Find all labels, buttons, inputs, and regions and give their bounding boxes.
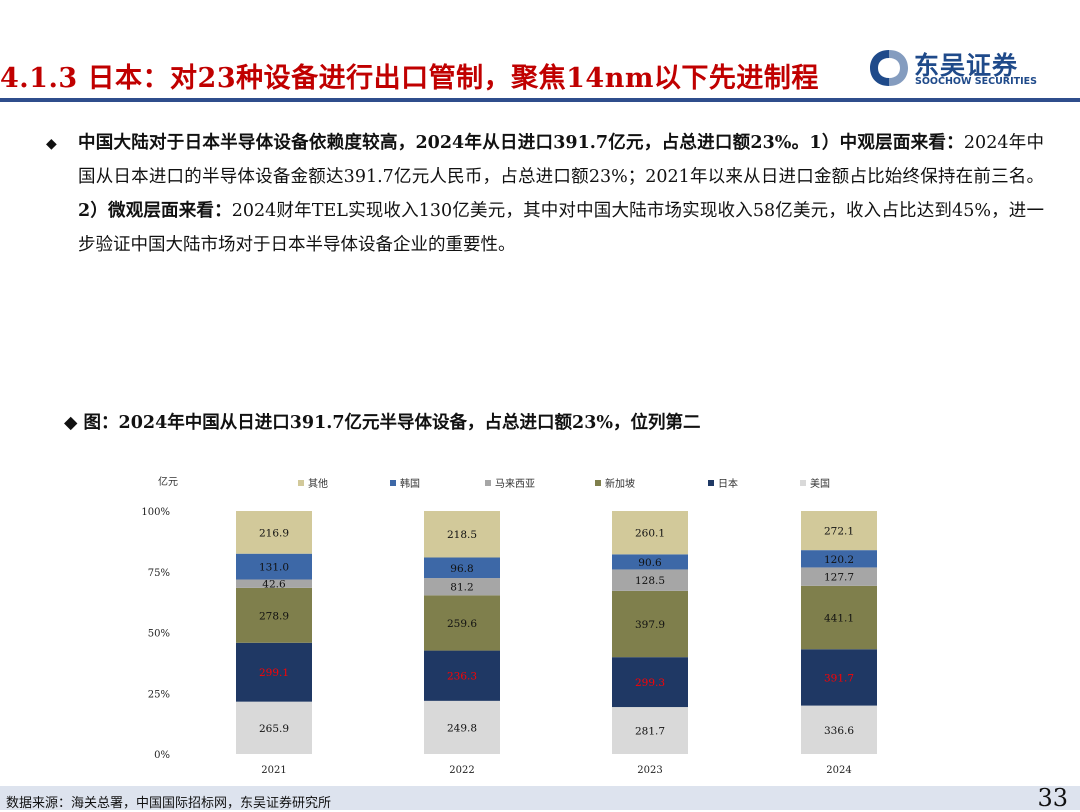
bullet-p2-text: 2024财年TEL实现收入130亿美元，其中对中国大陆市场实现收入58亿美元，收… <box>78 201 1044 255</box>
page-number: 33 <box>1037 784 1068 812</box>
page-title: 4.1.3 日本：对23种设备进行出口管制，聚焦14nm以下先进制程 <box>0 63 819 94</box>
y-tick-label: 0% <box>154 750 170 761</box>
data-label: 299.3 <box>635 677 665 689</box>
bar-segment <box>801 550 877 568</box>
bar-segment <box>801 649 877 706</box>
data-label: 259.6 <box>447 618 477 630</box>
y-tick-label: 50% <box>148 629 170 640</box>
bar-segment <box>236 579 312 588</box>
data-label: 216.9 <box>259 527 289 539</box>
x-tick-label: 2024 <box>826 765 851 776</box>
unit-label: 亿元 <box>158 475 178 488</box>
header-rule <box>0 98 1080 102</box>
stacked-bar-chart: 亿元 其他 韩国 马来西亚 新加坡 日本 美国 0% 25% 50% 75% 100% 265.9 299… <box>141 475 877 776</box>
bar-segment <box>612 707 688 754</box>
bullet-p2-head: 2）微观层面来看： <box>78 201 232 221</box>
data-label: 265.9 <box>259 723 289 735</box>
bar-segment <box>612 511 688 555</box>
data-label: 260.1 <box>635 528 665 540</box>
bar-segment <box>424 557 500 579</box>
bar-segment <box>801 567 877 586</box>
figure-caption: ◆ 图：2024年中国从日进口391.7亿元半导体设备，占总进口额23%，位列第… <box>64 413 701 433</box>
x-tick-label: 2023 <box>637 765 662 776</box>
data-label: 249.8 <box>447 722 477 734</box>
footer-band <box>0 786 1080 810</box>
data-label: 127.7 <box>824 572 854 584</box>
soochow-logo-icon <box>870 50 908 86</box>
data-label: 96.8 <box>450 563 473 575</box>
bar-segment <box>236 642 312 702</box>
bar-segment <box>424 578 500 596</box>
bar-segment <box>801 511 877 551</box>
legend-label-3: 新加坡 <box>605 477 635 490</box>
y-tick-label: 75% <box>148 568 170 579</box>
bullet-p1-text: 2024年中国从日本进口的半导体设备金额达391.7亿元人民币，占总进口额23%… <box>78 133 1044 187</box>
bar-segment <box>236 511 312 554</box>
bar-segment <box>236 553 312 580</box>
legend-swatch-2 <box>485 480 491 486</box>
legend-swatch-0 <box>298 480 304 486</box>
logo: 东吴证券 SOOCHOW SECURITIES <box>868 46 1038 92</box>
bar-segment <box>424 511 500 558</box>
bar-segment <box>236 587 312 643</box>
data-label: 441.1 <box>824 613 854 625</box>
logo-text-en: SOOCHOW SECURITIES <box>915 76 1037 87</box>
legend-swatch-1 <box>390 480 396 486</box>
data-label: 397.9 <box>635 619 665 631</box>
legend-swatch-5 <box>800 480 806 486</box>
data-label: 391.7 <box>824 672 854 684</box>
bar-segment <box>612 657 688 708</box>
bar-segment <box>424 595 500 651</box>
diamond-bullet-icon: ◆ <box>46 136 57 152</box>
legend-label-5: 美国 <box>810 477 830 490</box>
data-label: 272.1 <box>824 526 854 538</box>
bar-segment <box>424 650 500 701</box>
y-tick-label: 100% <box>141 507 170 518</box>
bullet-p1-head: 1）中观层面来看： <box>809 133 964 153</box>
data-label: 278.9 <box>259 610 289 622</box>
data-label: 131.0 <box>259 562 289 574</box>
data-label: 336.6 <box>824 725 854 737</box>
legend-label-4: 日本 <box>718 477 738 490</box>
data-label: 81.2 <box>450 582 473 594</box>
data-label: 218.5 <box>447 529 477 541</box>
bar-segment <box>801 585 877 650</box>
source-note: 数据来源：海关总署，中国国际招标网，东吴证券研究所 <box>6 796 332 811</box>
data-label: 299.1 <box>259 667 289 679</box>
x-tick-label: 2021 <box>261 765 286 776</box>
y-tick-label: 25% <box>148 689 170 700</box>
legend-swatch-3 <box>595 480 601 486</box>
data-label: 236.3 <box>447 671 477 683</box>
bar-segment <box>236 701 312 754</box>
bar-segment <box>612 554 688 570</box>
data-label: 281.7 <box>635 726 665 738</box>
data-label: 120.2 <box>824 554 854 566</box>
logo-text-cn: 东吴证券 <box>914 51 1019 80</box>
bar-segment <box>612 590 688 658</box>
legend-label-2: 马来西亚 <box>495 478 535 490</box>
x-tick-label: 2022 <box>449 765 474 776</box>
data-label: 90.6 <box>638 557 662 569</box>
legend-label-0: 其他 <box>308 477 328 490</box>
data-label: 128.5 <box>635 575 665 587</box>
bar-segment <box>801 705 877 754</box>
legend-label-1: 韩国 <box>400 477 420 490</box>
bar-segment <box>612 569 688 591</box>
data-label: 42.6 <box>262 579 286 591</box>
header: 4.1.3 日本：对23种设备进行出口管制，聚焦14nm以下先进制程 东吴证券 … <box>0 0 1080 104</box>
legend-swatch-4 <box>708 480 714 486</box>
bullet-text: 中国大陆对于日本半导体设备依赖度较高，2024年从日进口391.7亿元，占总进口… <box>78 126 1044 262</box>
bullet-lead: 中国大陆对于日本半导体设备依赖度较高，2024年从日进口391.7亿元，占总进口… <box>78 133 810 153</box>
bar-segment <box>424 700 500 754</box>
